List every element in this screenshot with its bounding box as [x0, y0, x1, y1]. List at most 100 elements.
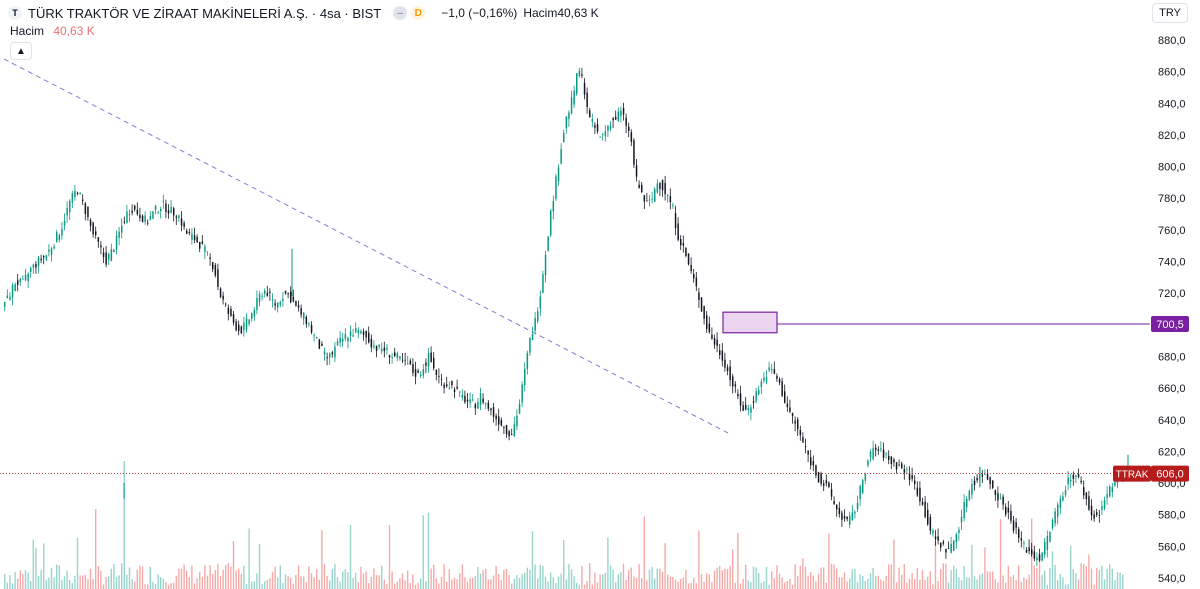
- volume-bar: [303, 576, 305, 589]
- volume-bar: [869, 573, 872, 589]
- candle-body: [763, 377, 765, 381]
- candle-body: [11, 284, 14, 298]
- volume-bar: [381, 565, 383, 589]
- candle-body: [955, 534, 958, 543]
- volume-bar: [347, 572, 349, 589]
- volume-bar: [882, 581, 885, 589]
- volume-bar: [474, 575, 476, 589]
- volume-bar: [612, 569, 614, 589]
- volume-bar: [472, 577, 474, 589]
- candle-body: [165, 203, 167, 212]
- volume-bar: [433, 564, 435, 589]
- candle-body: [960, 516, 963, 523]
- volume-bar: [131, 579, 133, 589]
- volume-bar: [173, 582, 175, 589]
- volume-bar: [1088, 554, 1090, 589]
- candle-body: [563, 133, 565, 143]
- volume-bar: [1049, 568, 1051, 589]
- candle-body: [560, 149, 562, 164]
- volume-bar: [9, 575, 11, 589]
- candle-body: [986, 473, 989, 480]
- volume-bar: [95, 509, 97, 589]
- volume-bar: [4, 574, 6, 589]
- candle-body: [836, 504, 838, 510]
- last-price-tag[interactable]: [1151, 465, 1189, 482]
- volume-bar: [209, 565, 211, 589]
- candle-body: [1018, 528, 1020, 538]
- volume-bar: [927, 576, 929, 589]
- price-axis[interactable]: 540,0560,0580,0600,0620,0640,0660,0680,0…: [1113, 35, 1189, 585]
- volume-bar: [360, 566, 362, 589]
- candle-body: [401, 360, 404, 362]
- volume-bar: [947, 582, 950, 589]
- volume-bar: [48, 577, 50, 589]
- candle-body: [927, 509, 929, 525]
- volume-bar: [732, 549, 734, 589]
- volume-bar: [82, 575, 84, 589]
- candle-body: [417, 370, 419, 373]
- candle-body: [344, 334, 347, 339]
- candle-body: [464, 395, 466, 402]
- volume-bar: [596, 582, 599, 589]
- chevron-up-icon: ▲: [16, 45, 26, 57]
- dashed-trendline[interactable]: [3, 58, 731, 435]
- candle-body: [643, 195, 646, 202]
- volume-bar: [672, 577, 674, 589]
- volume-bar: [802, 558, 804, 589]
- trendline[interactable]: [3, 58, 731, 435]
- candle-body: [599, 136, 601, 138]
- currency-selector[interactable]: TRY: [1152, 3, 1188, 23]
- last-price-label: 606,0: [1156, 469, 1184, 481]
- volume-bar: [40, 570, 42, 589]
- volume-bar: [807, 575, 809, 589]
- candle-body: [550, 210, 552, 236]
- candle-body: [17, 280, 19, 285]
- candle-body: [635, 165, 638, 177]
- volume-bar: [997, 582, 999, 589]
- volume-bar: [6, 582, 8, 589]
- candle-body: [40, 258, 42, 261]
- volume-bar: [651, 567, 653, 589]
- symbol-title[interactable]: TÜRK TRAKTÖR VE ZİRAAT MAKİNELERİ A.Ş. ·…: [28, 5, 382, 21]
- volume-bar: [1096, 568, 1098, 589]
- volume-bar: [713, 570, 716, 589]
- volume-bar: [568, 564, 570, 589]
- volume-bar: [737, 532, 739, 589]
- candle-body: [69, 200, 71, 213]
- level-price-tag[interactable]: [1151, 316, 1189, 333]
- ticker-tag[interactable]: [1113, 465, 1151, 482]
- candle-body: [352, 335, 354, 337]
- candle-body: [269, 291, 271, 293]
- market-status-icon[interactable]: –: [393, 6, 408, 20]
- volume-bar: [862, 575, 864, 589]
- candle-body: [196, 236, 198, 243]
- volume-bar: [708, 574, 710, 589]
- zone-rectangle[interactable]: [722, 311, 778, 334]
- volume-bar: [368, 583, 370, 589]
- volume-bar: [804, 566, 807, 589]
- volume-bar: [786, 581, 788, 589]
- volume-bar: [565, 579, 567, 589]
- candle-body: [589, 110, 591, 118]
- volume-bar: [1090, 568, 1093, 589]
- volume-bar: [682, 577, 684, 589]
- candle-body: [607, 126, 609, 131]
- volume-bar: [459, 573, 461, 589]
- volume-bar: [266, 579, 268, 589]
- volume-inline: Hacim40,63 K: [523, 6, 599, 20]
- volume-bar: [877, 575, 879, 589]
- candle-body: [45, 255, 48, 260]
- volume-bar: [924, 579, 926, 589]
- volume-bar: [885, 576, 887, 589]
- volume-bar: [113, 564, 115, 589]
- candles: [4, 67, 1129, 567]
- volume-bar: [219, 575, 222, 589]
- candle-body: [95, 231, 97, 235]
- collapse-legend-button[interactable]: ▲: [10, 42, 32, 60]
- volume-bar: [318, 579, 320, 589]
- candle-body: [823, 483, 825, 486]
- candle-body: [128, 214, 131, 216]
- delayed-data-badge[interactable]: D: [411, 6, 426, 20]
- candle-body: [932, 530, 934, 534]
